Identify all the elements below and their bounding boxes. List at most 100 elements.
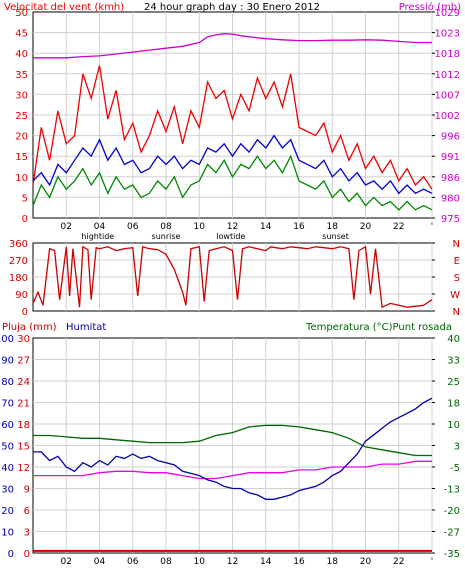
hour-tick-label: 04	[94, 222, 106, 232]
humidity-line	[33, 397, 433, 500]
hour-tick-label: 16	[293, 222, 305, 232]
temperature-humidity-panel: 0102030405060708090100036912151821242730…	[0, 334, 460, 570]
right-axis-tick-label: 25	[447, 377, 460, 388]
hour-tick-label: 20	[360, 222, 372, 232]
right-axis-tick-label: W	[450, 290, 460, 301]
right-axis-tick-label: 1007	[435, 90, 460, 101]
rain-axis-tick-label: 9	[24, 485, 30, 496]
hour-tick-label: 22	[393, 222, 404, 232]
left-axis-tick-label: 270	[9, 256, 28, 267]
astro-event-label: sunset	[322, 232, 349, 241]
left-axis-tick-label: 20	[1, 506, 14, 517]
rain-axis-tick-label: 15	[17, 442, 30, 453]
hour-tick-label: '	[431, 222, 433, 232]
wind-direction-line	[32, 245, 433, 309]
right-axis-tick-label: -27	[444, 528, 460, 539]
left-axis-tick-label: 15	[15, 152, 28, 163]
rain-axis-tick-label: 27	[17, 356, 30, 367]
left-axis-tick-label: 30	[15, 90, 28, 101]
right-axis-tick-label: 33	[447, 356, 460, 367]
left-axis-tick-label: 50	[15, 8, 28, 19]
left-axis-tick-label: 45	[15, 29, 28, 40]
hour-tick-label: 10	[194, 222, 206, 232]
hour-tick-label: 08	[160, 557, 172, 566]
temperature-line	[33, 424, 432, 457]
wind-pressure-panel: 0510152025303540455097598098699199610021…	[15, 8, 460, 241]
pressure-line	[33, 33, 432, 59]
chart-title: 24 hour graph day : 30 Enero 2012	[144, 2, 320, 13]
hour-tick-label: 04	[94, 557, 106, 566]
right-axis-tick-label: 3	[454, 442, 460, 453]
wind-avg-line	[32, 154, 433, 211]
rain-axis-tick-label: 6	[24, 506, 30, 517]
right-axis-tick-label: 986	[441, 173, 460, 184]
hour-tick-label: 12	[227, 222, 238, 232]
rain-axis-tick-label: 12	[17, 463, 30, 474]
right-axis-tick-label: 1002	[435, 111, 460, 122]
rain-axis-tick-label: 21	[17, 399, 30, 410]
right-axis-tick-label: 1023	[435, 29, 460, 40]
right-axis-tick-label: 10	[447, 420, 460, 431]
hour-tick-label: 16	[293, 557, 305, 566]
astro-event-label: lowtide	[216, 232, 245, 241]
hour-tick-label: 02	[61, 557, 72, 566]
hour-tick-label: 20	[360, 557, 372, 566]
humidity-axis-title: Humitat	[66, 322, 106, 333]
right-axis-tick-label: N	[453, 307, 460, 318]
left-axis-tick-label: 70	[1, 399, 14, 410]
right-axis-tick-label: -5	[450, 463, 460, 474]
left-axis-tick-label: 40	[1, 463, 14, 474]
hour-tick-label: 22	[393, 557, 404, 566]
left-axis-tick-label: 35	[15, 70, 28, 81]
rain-axis-title: Pluja (mm)	[2, 322, 57, 333]
hour-tick-label: 10	[194, 557, 206, 566]
right-axis-tick-label: -35	[444, 549, 460, 560]
left-axis-tick-label: 40	[15, 49, 28, 60]
left-axis-tick-label: 90	[15, 290, 28, 301]
right-axis-tick-label: N	[453, 239, 460, 250]
wind-gust-line	[32, 134, 433, 195]
rain-axis-tick-label: 0	[24, 549, 30, 560]
wind-speed-axis-title: Velocitat del vent (kmh)	[4, 2, 124, 13]
left-axis-tick-label: 80	[1, 377, 14, 388]
right-axis-tick-label: 980	[441, 193, 460, 204]
left-axis-tick-label: 90	[1, 356, 14, 367]
left-axis-tick-label: 30	[1, 485, 14, 496]
left-axis-tick-label: 0	[22, 307, 28, 318]
hour-tick-label: 06	[127, 557, 139, 566]
astro-event-label: hightide	[81, 232, 114, 241]
right-axis-tick-label: 991	[441, 152, 460, 163]
left-axis-tick-label: 100	[0, 334, 14, 345]
left-axis-tick-label: 50	[1, 442, 14, 453]
right-axis-tick-label: 18	[447, 399, 460, 410]
rain-axis-tick-label: 24	[17, 377, 30, 388]
right-axis-tick-label: -20	[444, 506, 460, 517]
right-axis-tick-label: S	[454, 273, 460, 284]
rain-axis-tick-label: 18	[17, 420, 30, 431]
temperature-dewpoint-axis-title: Temperatura (°C)Punt rosada	[305, 322, 452, 333]
wind-max-line	[32, 65, 433, 190]
hour-tick-label: 08	[160, 222, 172, 232]
left-axis-tick-label: 180	[9, 273, 28, 284]
left-axis-tick-label: 360	[9, 239, 28, 250]
left-axis-tick-label: 10	[15, 173, 28, 184]
hour-tick-label: 14	[260, 222, 272, 232]
left-axis-tick-label: 25	[15, 111, 28, 122]
right-axis-tick-label: 40	[447, 334, 460, 345]
left-axis-tick-label: 0	[8, 549, 14, 560]
rain-axis-tick-label: 3	[24, 528, 30, 539]
left-axis-tick-label: 10	[1, 528, 14, 539]
right-axis-tick-label: 1029	[435, 8, 460, 19]
hour-tick-label: 14	[260, 557, 272, 566]
right-axis-tick-label: E	[454, 256, 460, 267]
hour-tick-label: 18	[327, 222, 339, 232]
pressure-axis-title: Pressió (mb)	[399, 1, 461, 13]
left-axis-tick-label: 20	[15, 132, 28, 143]
hour-tick-label: 18	[327, 557, 339, 566]
hour-tick-label: '	[431, 557, 433, 566]
rain-axis-tick-label: 30	[17, 334, 30, 345]
right-axis-tick-label: 1018	[435, 49, 460, 60]
